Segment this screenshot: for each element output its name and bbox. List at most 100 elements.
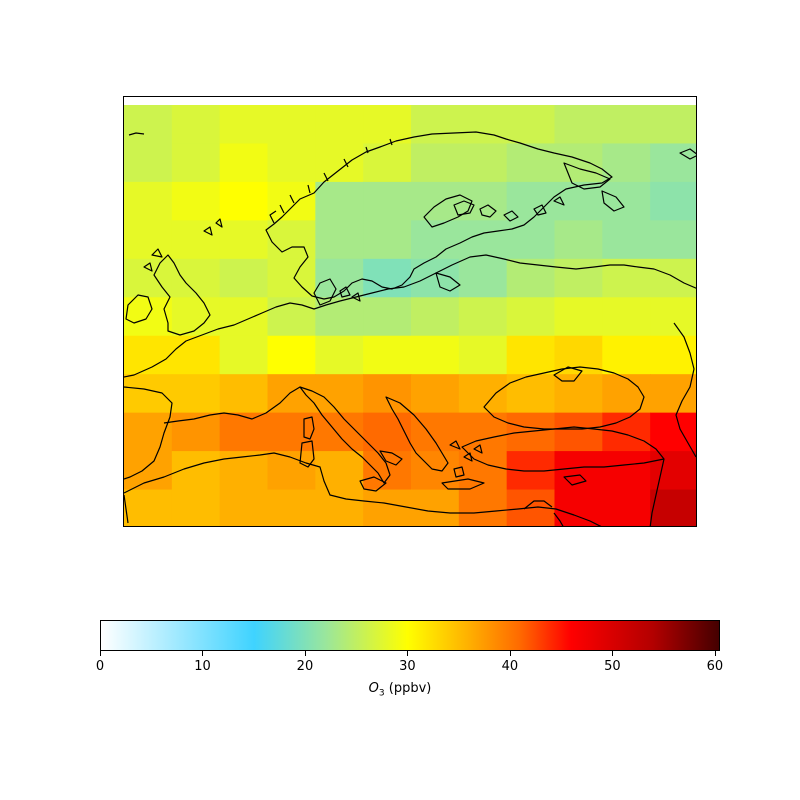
coastline-scandinavia: [265, 131, 613, 300]
grid-cell: [506, 374, 556, 414]
grid-cell: [650, 412, 696, 452]
grid-cell: [124, 143, 173, 183]
coastline-balkans-greece: [385, 396, 449, 472]
colorbar-tick: [509, 651, 511, 656]
grid-cell: [506, 412, 556, 452]
coastline-italy-heel: [379, 450, 403, 466]
grid-cell: [554, 220, 603, 260]
grid-cell: [315, 143, 364, 183]
grid-cell: [650, 451, 696, 491]
colorbar-tick-label: 50: [604, 659, 621, 674]
grid-cell: [506, 297, 556, 337]
colorbar-gradient: [101, 621, 719, 650]
grid-cell: [267, 489, 316, 526]
grid-cell: [315, 297, 364, 337]
grid-cell: [506, 220, 556, 260]
coastline-baltic-states: [435, 272, 461, 292]
grid-cell: [411, 297, 460, 337]
grid-cell: [219, 335, 269, 375]
grid-cell: [602, 105, 651, 145]
colorbar-label: O3 (ppbv): [0, 681, 800, 699]
coastline-denmark: [313, 278, 337, 306]
grid-cell: [458, 374, 508, 414]
grid-cell: [267, 181, 316, 221]
coastline-aegean-islands: [441, 440, 485, 490]
grid-cell: [602, 451, 651, 491]
grid-cell: [267, 105, 316, 145]
grid-cell: [602, 220, 651, 260]
grid-cell: [219, 297, 269, 337]
grid-cell: [219, 451, 269, 491]
grid-cell: [267, 451, 316, 491]
grid-cell: [219, 220, 269, 260]
grid-cell: [171, 181, 221, 221]
grid-cell: [554, 489, 603, 526]
coastline-red-sea: [553, 512, 564, 526]
coastline-caspian: [673, 322, 696, 458]
grid-cell: [219, 105, 269, 145]
grid-cell: [554, 297, 603, 337]
grid-cell: [458, 451, 508, 491]
grid-cell: [554, 374, 603, 414]
grid-cell: [602, 489, 651, 526]
colorbar-tick: [612, 651, 614, 656]
map-panel: [123, 96, 697, 527]
coastline-white-sea: [601, 190, 625, 212]
coastline-uk: [153, 254, 211, 336]
grid-cell: [315, 489, 364, 526]
coastline-scotland-isles: [143, 218, 223, 272]
grid-cell: [506, 258, 556, 298]
grid-cell: [363, 181, 412, 221]
coastline-kola: [563, 162, 611, 190]
grid-cell: [602, 297, 651, 337]
grid-cell: [219, 412, 269, 452]
coastline-ireland: [125, 294, 153, 324]
grid-cell: [411, 451, 460, 491]
grid-cell: [171, 335, 221, 375]
grid-cell: [458, 297, 508, 337]
grid-cell: [650, 181, 696, 221]
colorbar-tick-label: 30: [399, 659, 416, 674]
grid-cell: [315, 374, 364, 414]
grid-cell: [554, 451, 603, 491]
grid-cell: [124, 220, 173, 260]
grid-cell: [363, 297, 412, 337]
coastline-levant: [649, 458, 665, 526]
grid-cell: [411, 374, 460, 414]
grid-cell: [411, 489, 460, 526]
grid-cell: [650, 489, 696, 526]
grid-cell: [411, 181, 460, 221]
grid-cell: [554, 143, 603, 183]
grid-cell: [650, 105, 696, 145]
grid-cell: [124, 105, 173, 145]
coastline-iceland-edge: [128, 132, 145, 136]
coastline-cyprus: [563, 474, 587, 486]
coastline-morocco: [124, 494, 129, 524]
coastlines: [124, 131, 696, 526]
grid-cell: [554, 105, 603, 145]
grid-cell: [602, 374, 651, 414]
grid-cell: [267, 143, 316, 183]
grid-cell: [602, 412, 651, 452]
grid-cell: [124, 489, 173, 526]
grid-cell: [554, 258, 603, 298]
grid-cell: [124, 412, 173, 452]
colorbar-tick-label: 0: [95, 659, 105, 674]
grid-cell: [219, 143, 269, 183]
grid-cell: [363, 143, 412, 183]
coastline-crimea: [553, 366, 583, 382]
grid-cell: [267, 335, 316, 375]
ozone-map: [124, 105, 696, 526]
grid-cell: [267, 412, 316, 452]
grid-cell: [171, 258, 221, 298]
grid-cell: [554, 412, 603, 452]
grid-cell: [650, 335, 696, 375]
grid-cell: [124, 258, 173, 298]
grid-cell: [315, 412, 364, 452]
grid-cell: [315, 335, 364, 375]
grid-cell: [458, 143, 508, 183]
grid-cell: [506, 181, 556, 221]
colorbar-tick: [100, 651, 101, 656]
grid-cell: [219, 374, 269, 414]
grid-cell: [411, 220, 460, 260]
